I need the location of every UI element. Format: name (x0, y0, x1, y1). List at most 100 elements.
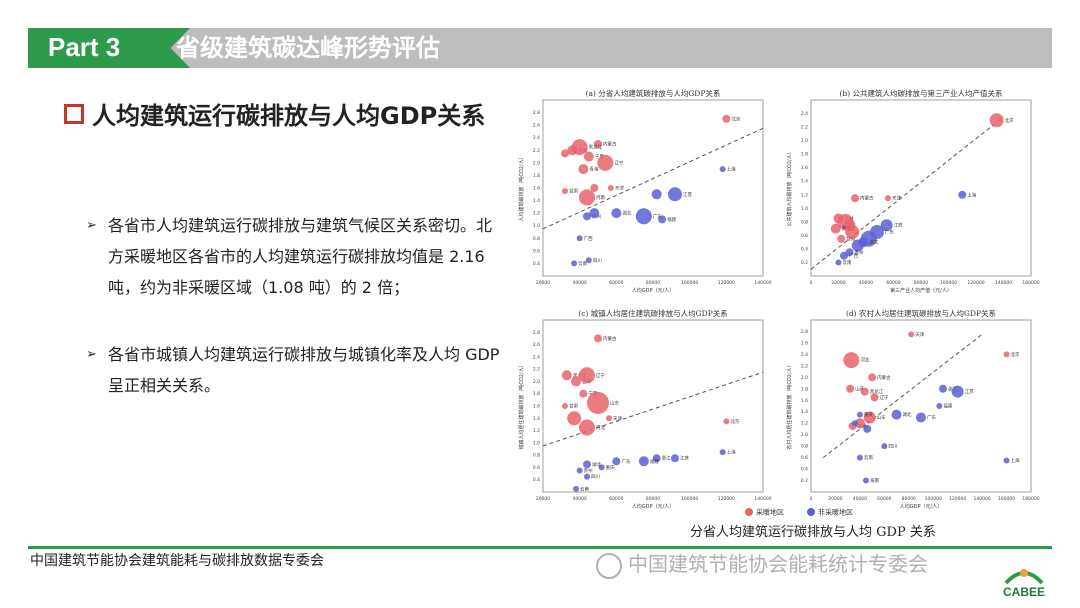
y-tick-label: 0.8 (801, 219, 808, 225)
bullet-text: 各省市城镇人均建筑运行碳排放与城镇化率及人均 GDP 呈正相关关系。 (108, 345, 500, 395)
x-axis-label: 第三产业人均产值（元/人） (890, 287, 952, 294)
x-axis-label: 人均GDP（元/人） (632, 503, 674, 510)
data-point (891, 409, 902, 420)
y-tick-label: 0.4 (801, 467, 808, 473)
data-point (668, 187, 682, 202)
data-point (989, 113, 1004, 128)
point-label: 四川 (888, 444, 897, 450)
data-point (652, 454, 661, 463)
point-label: 江苏 (894, 222, 903, 229)
data-point (860, 387, 869, 396)
chart-panel-4: (d) 农村人均居住建筑碳排放与人均GDP关系 0 20000 40000 60000 8… (786, 308, 1040, 510)
y-tick-label: 2.8 (533, 330, 540, 336)
y-tick-label: 1.0 (801, 206, 808, 212)
plot-frame (810, 99, 1032, 277)
section-square-icon (64, 104, 84, 124)
point-label: 四川 (591, 474, 600, 480)
point-label: 福建 (943, 403, 952, 410)
x-tick-label: 0 (810, 280, 813, 286)
point-label: 甘肃 (569, 403, 578, 410)
y-tick-label: 1.4 (801, 179, 808, 185)
x-tick-label: 120000 (718, 496, 735, 502)
x-tick-label: 60000 (886, 280, 900, 286)
y-tick-label: 1.8 (533, 173, 540, 179)
data-point (880, 219, 893, 232)
data-point (870, 393, 879, 402)
y-tick-label: 2.6 (533, 123, 540, 129)
y-tick-label: 2.0 (801, 375, 808, 381)
chart-panel-3: (c) 城镇人均居住建筑碳排放与人均GDP关系 20000 40000 60000 80… (518, 308, 772, 510)
y-tick-label: 0.8 (801, 444, 808, 450)
x-tick-label: 100000 (681, 280, 698, 286)
point-label: 湖北 (592, 461, 601, 468)
x-tick-label: 80000 (914, 280, 928, 286)
y-tick-label: 1.6 (801, 165, 808, 171)
x-tick-label: 60000 (609, 280, 623, 286)
y-tick-label: 2.2 (801, 125, 808, 131)
data-point (863, 411, 876, 424)
data-point (723, 418, 730, 425)
y-tick-label: 2.4 (533, 135, 540, 141)
data-point (583, 212, 591, 221)
y-tick-label: 0.8 (533, 453, 540, 459)
y-tick-label: 1.8 (533, 391, 540, 397)
trend-line (542, 371, 764, 447)
y-tick-label: 2.6 (533, 342, 540, 348)
x-tick-label: 160000 (998, 496, 1015, 502)
y-tick-label: 1.0 (801, 432, 808, 438)
data-point (916, 412, 926, 423)
data-point (571, 376, 581, 387)
point-label: 广东 (927, 414, 936, 421)
data-point (571, 139, 588, 156)
x-tick-label: 100000 (940, 280, 957, 286)
point-label: 海南 (870, 477, 879, 484)
y-tick-label: 0.6 (533, 465, 540, 471)
y-tick-label: 1.8 (801, 386, 808, 392)
point-label: 云南 (843, 259, 852, 266)
data-point (573, 485, 579, 492)
point-label: 北京 (730, 418, 739, 425)
point-label: 山东 (610, 399, 619, 406)
y-tick-label: 2.4 (533, 354, 540, 360)
x-tick-label: 140000 (754, 280, 771, 286)
data-point (719, 449, 726, 456)
data-point (936, 403, 943, 409)
x-tick-label: 100000 (681, 496, 698, 502)
point-label: 河南 (596, 194, 605, 201)
x-axis-label: 人均GDP（元/人） (632, 287, 674, 294)
point-label: 上海 (727, 166, 736, 173)
x-tick-label: 160000 (1022, 280, 1039, 286)
point-label: 河北 (596, 424, 605, 431)
x-tick-label: 80000 (902, 496, 916, 502)
data-point (854, 418, 865, 429)
data-point (881, 443, 888, 450)
chart-title: (d) 农村人均居住建筑碳排放与人均GDP关系 (846, 308, 997, 318)
point-label: 广东 (885, 229, 894, 236)
point-label: 重庆 (864, 411, 873, 418)
chart-panel-2: (b) 公共建筑人均碳排放与第三产业人均产值关系 0 20000 40000 60000… (786, 88, 1040, 294)
point-label: 广西 (584, 235, 593, 242)
y-axis-label: 人均建筑碳排放（吨CO2/人） (518, 154, 525, 221)
watermark-text: 中国建筑节能协会能耗统计专委会 (628, 552, 928, 576)
point-label: 北京 (1005, 117, 1014, 124)
y-tick-label: 1.4 (533, 198, 540, 204)
y-tick-label: 2.4 (801, 352, 808, 358)
bullet-item-2: ➢ 各省市城镇人均建筑运行碳排放与城镇化率及人均 GDP 呈正相关关系。 (86, 339, 506, 401)
data-point (856, 411, 863, 418)
data-point (597, 154, 614, 171)
point-label: 山东 (877, 414, 886, 421)
point-label: 辽宁 (880, 394, 889, 401)
y-tick-label: 1.6 (533, 186, 540, 192)
data-point (885, 195, 891, 202)
point-label: 黑龙江 (589, 144, 603, 151)
data-point (846, 384, 855, 393)
data-point (840, 251, 848, 260)
data-point (590, 184, 599, 192)
data-point (856, 454, 863, 461)
x-tick-label: 80000 (646, 496, 660, 502)
point-label: 内蒙古 (860, 195, 874, 202)
data-point (908, 331, 915, 338)
data-point (843, 352, 860, 369)
point-label: 四川 (593, 258, 602, 264)
point-label: 内蒙古 (603, 335, 617, 342)
